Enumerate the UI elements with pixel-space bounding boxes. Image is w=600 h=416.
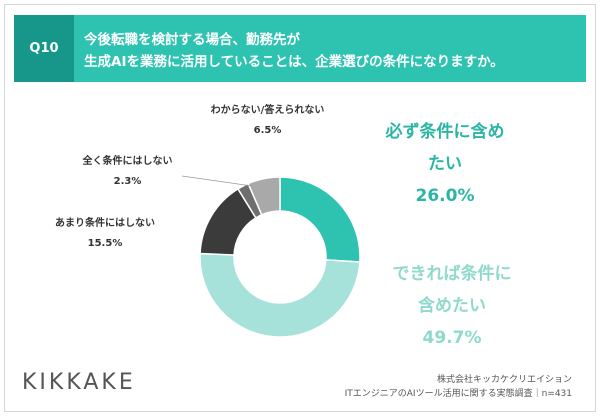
value-label: 2.3% [113, 176, 142, 187]
data-label: 全く条件にはしない 2.3% [70, 152, 185, 192]
value-label: 6.5% [253, 125, 282, 136]
category-label: あまり条件にはしない [55, 218, 155, 229]
frame [4, 4, 596, 412]
question-number: Q10 [14, 15, 74, 82]
title-line: 今後転職を検討する場合、勤務先が [84, 32, 300, 48]
category-label: 必ず条件に含めたい [385, 122, 505, 174]
title-line: 生成AIを業務に活用していることは、企業選びの条件になりますか。 [84, 54, 504, 70]
data-label: わからない/答えられない 6.5% [200, 101, 335, 141]
category-label: できれば条件に含めたい [392, 264, 512, 316]
data-label: できれば条件に含めたい 49.7% [388, 258, 516, 354]
data-label: 必ず条件に含めたい 26.0% [380, 116, 510, 212]
logo: KIKKAKE [22, 370, 136, 395]
value-label: 26.0% [415, 186, 475, 206]
data-label: あまり条件にはしない 15.5% [40, 214, 170, 254]
slice [199, 252, 361, 338]
slice [279, 176, 361, 263]
value-label: 15.5% [87, 238, 123, 249]
source: ITエンジニアのAIツール活用に関する実態調査｜n=431 [344, 389, 572, 399]
leader-line [181, 175, 253, 187]
slice [247, 176, 281, 216]
header: Q10 今後転職を検討する場合、勤務先が 生成AIを業務に活用していることは、企… [14, 15, 586, 82]
category-label: わからない/答えられない [210, 105, 325, 116]
value-label: 49.7% [422, 328, 482, 348]
source: 株式会社キッカケクリエイション [436, 375, 572, 385]
category-label: 全く条件にはしない [82, 156, 173, 167]
